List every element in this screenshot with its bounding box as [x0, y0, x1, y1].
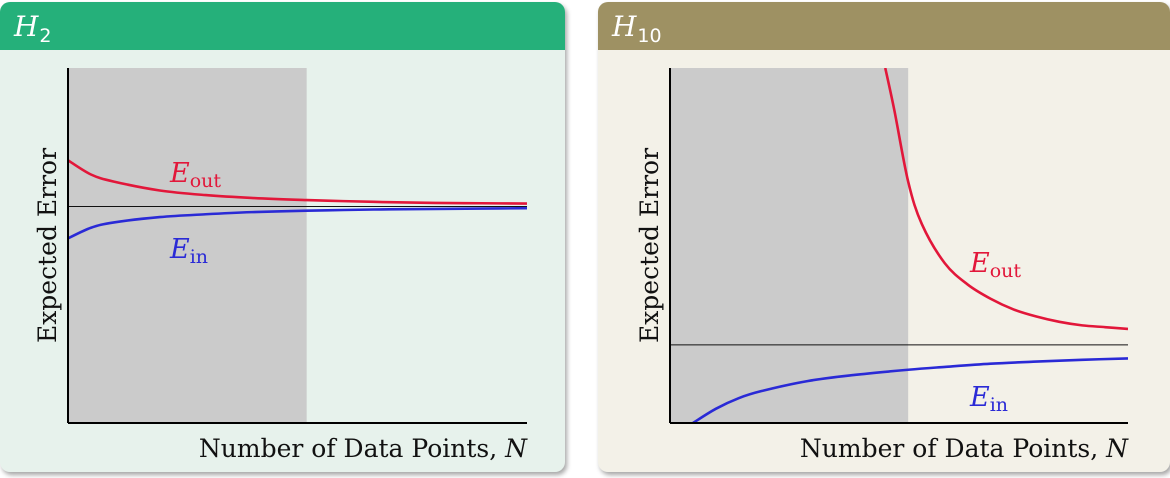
- chart-h10: Expected Error Number of Data Points, N Eo…: [635, 68, 1129, 463]
- panel-title: H10: [612, 10, 662, 47]
- eout-label: Eout: [169, 158, 221, 192]
- x-axis-label-var: N: [504, 434, 528, 463]
- eout-curve: [883, 68, 1128, 331]
- ein-label-main: E: [969, 382, 990, 413]
- y-axis-label-text: Expected Error: [635, 148, 664, 343]
- ein-label-main: E: [169, 234, 190, 265]
- ein-label-sub: in: [990, 394, 1008, 416]
- title-sub: 2: [39, 25, 52, 47]
- x-axis-label: Number of Data Points, N: [199, 434, 528, 463]
- plot-area: [908, 68, 1128, 423]
- eout-label-sub: out: [190, 170, 222, 192]
- eout-label-main: E: [969, 248, 990, 279]
- panel-header: H10: [598, 2, 1170, 50]
- chart-panel-h10: H10 Expected Error Number of Data Points,…: [598, 2, 1170, 472]
- eout-label-sub: out: [990, 260, 1022, 282]
- eout-label-main: E: [169, 158, 190, 189]
- shaded-region: [670, 68, 909, 423]
- ein-curve: [68, 206, 527, 240]
- ein-curve: [692, 357, 1128, 423]
- chart-h2: Expected Error Number of Data Points, N Eo…: [33, 68, 528, 463]
- y-axis-label: Expected Error: [33, 148, 62, 343]
- ein-label: Ein: [169, 234, 208, 268]
- x-axis-label-var: N: [1105, 434, 1129, 463]
- y-axis-label: Expected Error: [635, 148, 664, 343]
- eout-label: Eout: [969, 248, 1021, 282]
- title-sub: 10: [637, 25, 662, 47]
- ein-label-sub: in: [190, 246, 208, 268]
- y-axis-label-text: Expected Error: [33, 148, 62, 343]
- ein-label: Ein: [969, 382, 1008, 416]
- panel-title: H2: [14, 10, 52, 47]
- x-axis-label-text: Number of Data Points,: [800, 434, 1106, 463]
- title-main: H: [612, 10, 637, 43]
- eout-curve: [68, 159, 527, 205]
- chart-panel-h2: H2 Expected Error Number of Data Points, …: [0, 2, 565, 472]
- x-axis-label: Number of Data Points, N: [800, 434, 1129, 463]
- title-main: H: [14, 10, 39, 43]
- plot-area: [307, 68, 527, 423]
- shaded-region: [68, 68, 307, 423]
- x-axis-label-text: Number of Data Points,: [199, 434, 505, 463]
- panel-header: H2: [0, 2, 565, 50]
